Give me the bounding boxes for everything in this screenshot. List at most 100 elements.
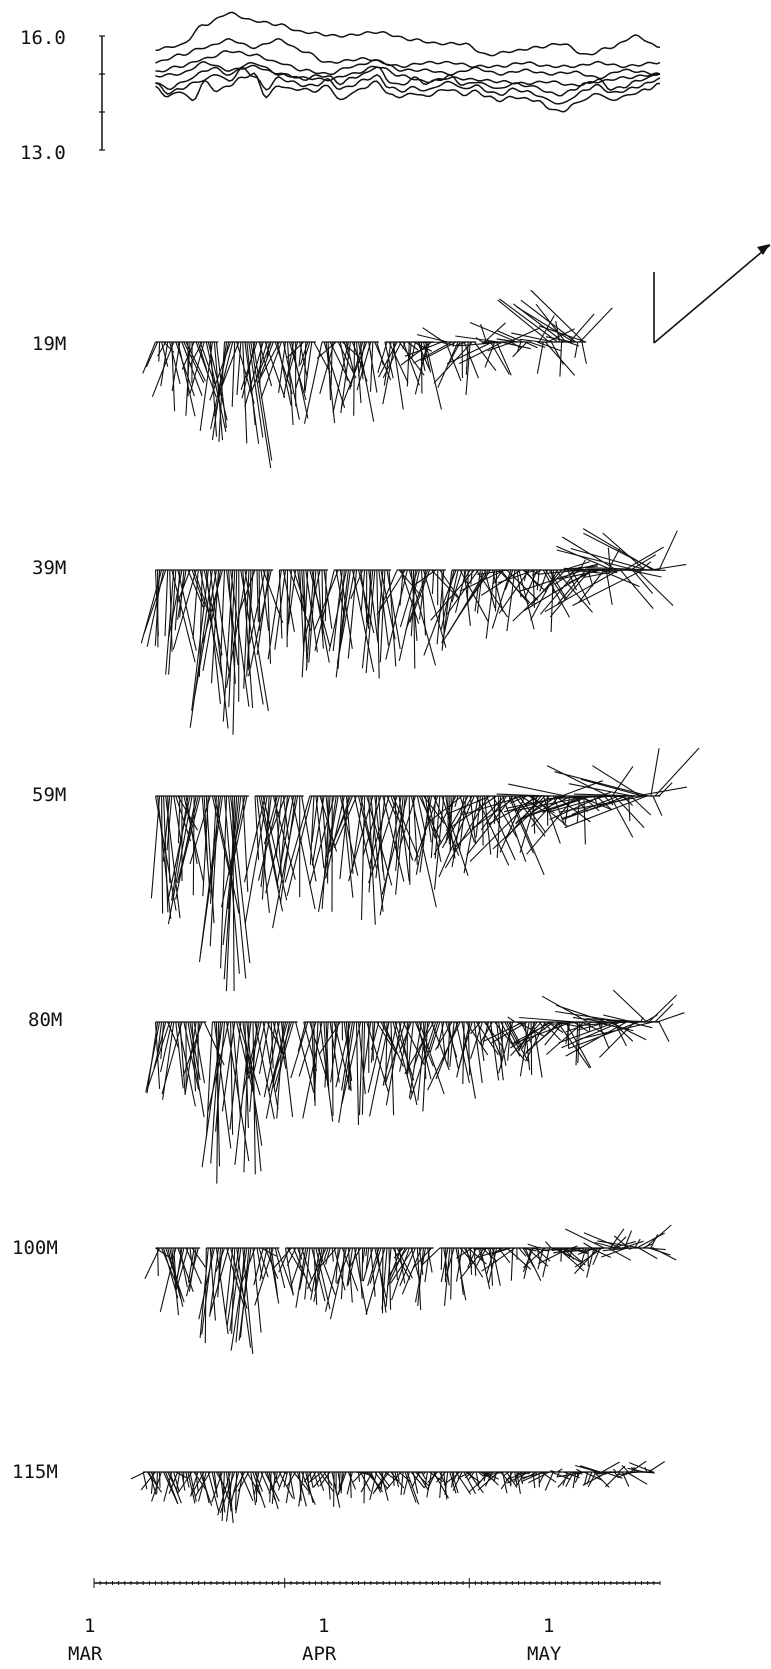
stick-vector: [500, 1471, 512, 1485]
stick-vector: [624, 546, 664, 571]
stick-vector: [545, 336, 572, 343]
stick-vector: [518, 1247, 527, 1257]
time-axis-labels: 1 MAR 1 APR 1 MAY: [68, 1615, 562, 1665]
stick-vector: [496, 338, 519, 343]
stick-vector: [402, 341, 406, 349]
stick-vector: [370, 795, 384, 912]
stick-vector: [403, 1471, 410, 1495]
stick-vector: [436, 569, 445, 645]
stick-vector: [417, 1471, 424, 1474]
temperature-series-line: [155, 61, 661, 97]
stick-vector: [336, 569, 356, 664]
date-label-mar-month: MAR: [68, 1643, 103, 1665]
stick-vector: [627, 1467, 645, 1473]
stick-vector: [557, 1021, 591, 1069]
stick-vector: [232, 795, 248, 862]
stick-vector: [416, 795, 427, 836]
stick-vector: [253, 1247, 264, 1286]
stick-vector: [504, 1021, 521, 1052]
stick-vector: [549, 569, 591, 618]
stick-vector: [347, 569, 358, 659]
stick-vector: [286, 1471, 296, 1487]
stick-vector: [335, 1247, 339, 1283]
stick-vector: [583, 1242, 593, 1249]
stick-vector: [561, 795, 627, 821]
stick-vector: [378, 569, 398, 613]
stick-vector: [497, 299, 550, 343]
stick-vector: [424, 1471, 428, 1488]
stick-vector: [540, 1471, 557, 1483]
stick-vector: [333, 795, 358, 849]
stick-vector: [319, 1021, 334, 1122]
stick-vector: [583, 532, 656, 571]
stick-vector: [325, 795, 333, 862]
stick-vector: [433, 341, 473, 384]
stick-vector: [512, 341, 528, 358]
stick-vector: [409, 1021, 437, 1100]
stick-vector: [544, 569, 566, 600]
stick-vector: [287, 1247, 305, 1276]
stick-vector: [464, 1471, 473, 1479]
stick-vector: [402, 341, 420, 386]
stick-vector: [296, 1471, 307, 1507]
stick-vector: [323, 1021, 329, 1087]
stick-vector: [459, 569, 505, 592]
stick-vector: [527, 1243, 540, 1249]
stick-vector: [463, 1471, 477, 1494]
stick-vector: [461, 795, 524, 816]
stick-vector: [254, 1247, 274, 1306]
stick-vector: [311, 795, 319, 843]
stick-vector: [496, 1021, 504, 1081]
stick-vector: [319, 341, 335, 395]
stick-vector: [396, 1471, 400, 1481]
stick-vector: [324, 1247, 341, 1312]
stick-vector: [459, 1247, 485, 1280]
stick-vector: [425, 1021, 439, 1060]
stick-vector: [260, 795, 279, 889]
stick-vector: [456, 1247, 473, 1259]
stick-vector: [317, 795, 339, 912]
scale-arrow: [653, 244, 771, 344]
stick-vector: [166, 795, 173, 851]
stick-vector: [219, 341, 240, 392]
stick-vector: [572, 569, 644, 607]
stick-vector: [393, 1247, 404, 1259]
stick-vector: [469, 1021, 483, 1059]
temperature-lines: [155, 11, 661, 113]
stick-vector: [304, 1247, 311, 1300]
stick-vector: [426, 795, 463, 824]
stick-vector: [228, 569, 236, 708]
stick-vector: [286, 341, 305, 359]
stick-vector: [656, 1012, 685, 1023]
stick-vector: [435, 1471, 447, 1483]
stick-vector: [338, 1021, 356, 1123]
stick-vector: [559, 341, 563, 377]
stick-vector: [191, 569, 209, 711]
stick-vector: [338, 569, 351, 657]
stick-vector: [519, 569, 585, 592]
stick-vector: [184, 1021, 197, 1095]
stick-vector: [340, 341, 368, 408]
stick-vector: [523, 569, 538, 600]
time-axis: [93, 1578, 661, 1588]
stick-vector: [483, 1471, 505, 1477]
stick-vector: [272, 795, 299, 929]
stick-vector: [269, 1471, 272, 1503]
stick-vector: [203, 795, 208, 860]
stick-vector: [274, 569, 287, 650]
depth-label-100m: 100M: [12, 1237, 58, 1259]
stick-vector: [167, 795, 193, 925]
stick-vector: [231, 1247, 236, 1334]
stick-vector: [219, 1471, 236, 1514]
stick-vector: [328, 569, 347, 652]
stick-vector: [309, 795, 315, 865]
stick-vector: [579, 559, 586, 571]
stick-vector: [648, 1461, 666, 1473]
stick-vector: [492, 1247, 511, 1255]
stick-vector: [252, 341, 273, 461]
stick-vector: [400, 341, 432, 366]
stick-vector: [516, 306, 574, 343]
stick-vector: [536, 341, 544, 374]
stick-vector: [158, 341, 161, 362]
stick-vector: [260, 795, 272, 888]
